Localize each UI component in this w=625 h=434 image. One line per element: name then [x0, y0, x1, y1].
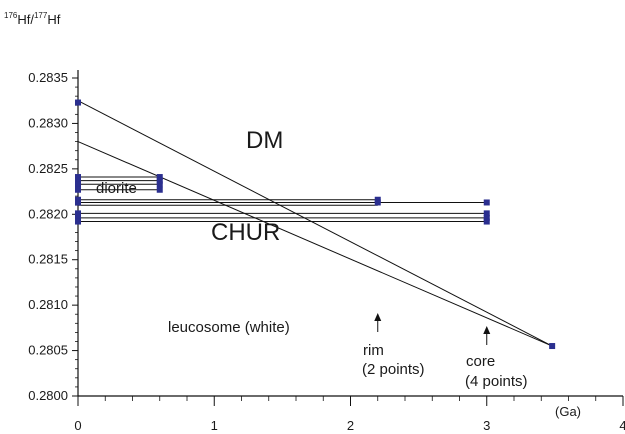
data-point [75, 210, 81, 217]
data-point [75, 174, 81, 181]
dm-evolution-line [77, 100, 553, 347]
y-tick-label: 0.2815 [28, 252, 68, 267]
y-tick-label: 0.2810 [28, 297, 68, 312]
data-point [75, 181, 81, 188]
data-point [483, 210, 490, 217]
arrows [374, 313, 491, 345]
data-point [75, 99, 81, 106]
data-point [156, 177, 163, 184]
chur-label: CHUR [211, 219, 280, 246]
x-tick-label: 1 [211, 418, 218, 433]
data-point [75, 177, 81, 184]
rim-count-label: (2 points) [362, 361, 425, 378]
data-point [75, 186, 81, 193]
isochron-lines [78, 176, 487, 223]
data-point [549, 343, 556, 350]
data-point [156, 186, 163, 193]
y-tick-label: 0.2800 [28, 388, 68, 403]
y-tick-label: 0.2830 [28, 115, 68, 130]
data-point [75, 199, 81, 206]
core-arrow-head [483, 326, 491, 334]
leucosome-label: leucosome (white) [168, 319, 290, 336]
x-tick-label: 2 [347, 418, 354, 433]
axes: 0.2800 0.2805 0.2810 0.2815 0.2820 0.2825 0.28… [28, 70, 625, 433]
x-tick-label: 3 [483, 418, 490, 433]
y-tick-label: 0.2835 [28, 70, 68, 85]
y-axis-title: 176Hf/177Hf [4, 11, 61, 27]
y-tick-label: 0.2825 [28, 161, 68, 176]
data-point [156, 174, 163, 181]
data-point [483, 214, 490, 221]
chur-evolution-line [77, 141, 553, 347]
x-tick-label: 4 [619, 418, 625, 433]
x-axis-title: (Ga) [555, 404, 581, 419]
dm-label: DM [246, 127, 283, 154]
x-tick-label: 0 [74, 418, 81, 433]
y-tick-label: 0.2805 [28, 343, 68, 358]
core-count-label: (4 points) [465, 373, 528, 390]
data-point [156, 181, 163, 188]
diorite-label: diorite [96, 180, 137, 197]
rim-label: rim [363, 342, 384, 359]
data-point [374, 199, 381, 206]
core-label: core [466, 353, 495, 370]
reference-lines [77, 100, 553, 347]
data-point [75, 218, 81, 225]
data-point [483, 199, 490, 206]
data-point [483, 218, 490, 225]
rim-arrow-head [374, 313, 382, 321]
data-points [75, 99, 556, 350]
data-point [75, 214, 81, 221]
y-tick-label: 0.2820 [28, 206, 68, 221]
